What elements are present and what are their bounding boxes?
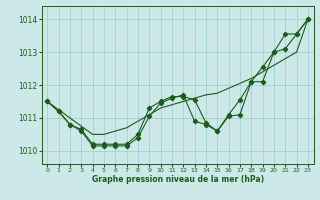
X-axis label: Graphe pression niveau de la mer (hPa): Graphe pression niveau de la mer (hPa): [92, 175, 264, 184]
